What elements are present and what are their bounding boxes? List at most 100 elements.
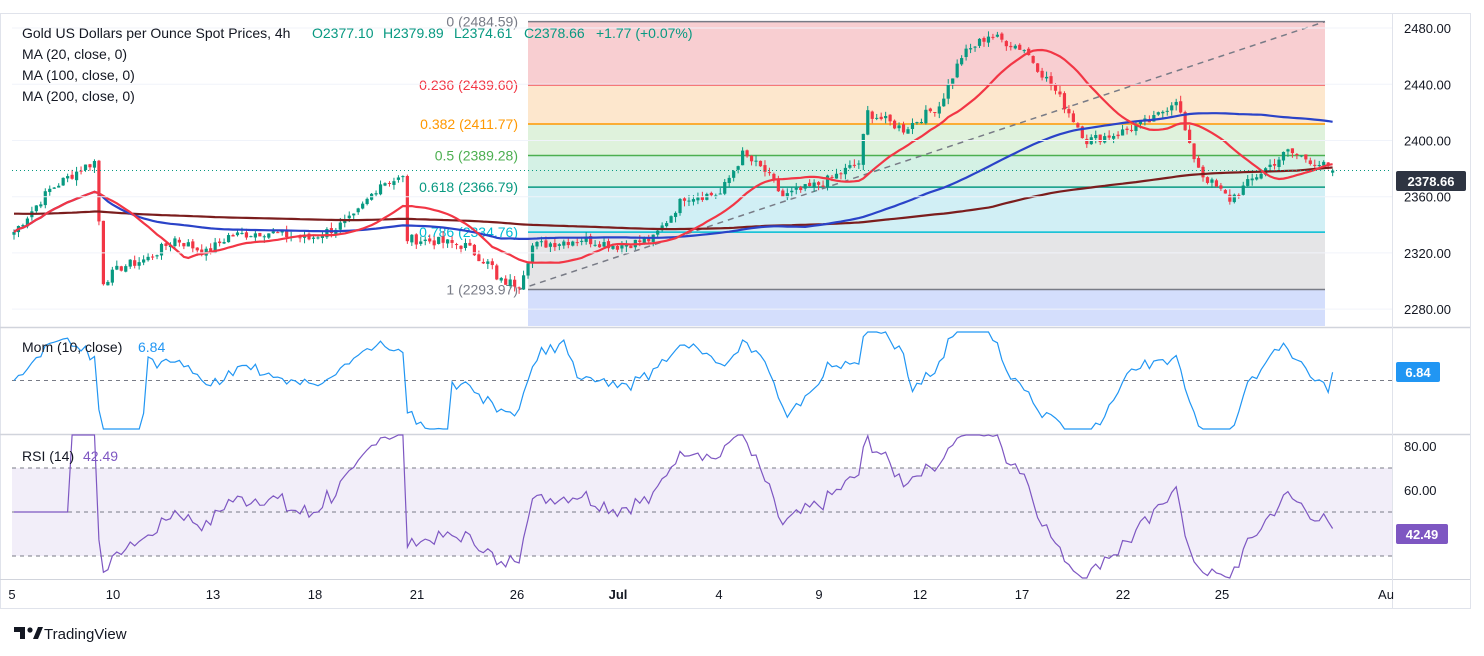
candle-body [758, 160, 763, 167]
tradingview-logo[interactable]: TradingView [14, 626, 127, 643]
rsi-tick-label: 80.00 [1404, 439, 1437, 454]
candle-body [240, 232, 244, 234]
candle-body [119, 266, 123, 271]
time-tick-label: 25 [1215, 587, 1229, 602]
candle-body [535, 241, 539, 247]
candle-body [437, 236, 441, 244]
candle-body [772, 173, 776, 181]
candle-body [231, 234, 235, 237]
price-tick-label: 2280.00 [1404, 302, 1451, 317]
candle-body [365, 198, 369, 205]
candle-body [401, 176, 405, 178]
ma100-legend[interactable]: MA (100, close, 0) [22, 67, 135, 83]
candle-body [285, 229, 289, 238]
rsi-axis[interactable]: 80.00 60.00 [1404, 439, 1437, 498]
candle-body [852, 164, 856, 166]
candle-body [660, 225, 664, 231]
candle-body [325, 228, 329, 238]
candle-body [691, 199, 696, 202]
candle-body [66, 176, 70, 179]
candle-body [991, 36, 995, 38]
candle-body [946, 84, 950, 99]
candle-body [1192, 143, 1196, 160]
candle-body [48, 188, 52, 193]
ohlc-close: C2378.66 [524, 25, 585, 41]
candle-body [52, 187, 56, 189]
rsi-label: RSI (14) [22, 448, 74, 464]
candle-body [589, 236, 593, 245]
candle-body [155, 255, 159, 257]
candle-body [1094, 135, 1098, 139]
candle-body [1331, 170, 1335, 173]
candle-body [937, 106, 941, 114]
candle-body [428, 238, 432, 242]
price-axis[interactable]: 2480.00 2440.00 2400.00 2360.00 2320.00 2280.… [12, 21, 1451, 317]
candle-body [919, 122, 924, 124]
rsi-tag: 42.49 [1396, 524, 1448, 544]
candle-body [191, 241, 195, 249]
fib-level-label: 0.382 (2411.77) [420, 116, 518, 132]
candle-body [1308, 160, 1312, 164]
candle-body [951, 78, 955, 85]
candle-body [884, 115, 888, 119]
candle-body [499, 277, 503, 281]
candle-body [1295, 153, 1299, 155]
candle-body [575, 242, 579, 244]
candle-body [1152, 115, 1156, 122]
candle-body [571, 241, 575, 246]
ma20-legend[interactable]: MA (20, close, 0) [22, 46, 127, 62]
candle-body [298, 237, 302, 239]
candle-body [812, 182, 816, 188]
candle-body [1179, 101, 1183, 113]
time-axis[interactable]: 5 10 13 18 21 26 Jul 4 9 12 17 22 25 Au [8, 587, 1394, 602]
candle-body [1116, 134, 1120, 137]
candle-body [477, 254, 481, 262]
fib-retracement-lines [528, 20, 1325, 291]
candle-body [410, 234, 414, 243]
candle-body [513, 279, 517, 287]
rsi-last-value: 42.49 [1406, 527, 1439, 542]
candle-body [1170, 105, 1174, 111]
candle-body [213, 242, 217, 253]
candle-body [508, 279, 512, 286]
candle-body [968, 48, 973, 50]
candle-body [615, 245, 620, 250]
ohlc-low: L2374.61 [454, 25, 513, 41]
candle-body [1214, 180, 1219, 187]
candle-body [1040, 70, 1044, 78]
candle-body [1018, 44, 1022, 50]
candle-body [584, 236, 588, 242]
ma200-legend[interactable]: MA (200, close, 0) [22, 88, 135, 104]
candle-body [892, 120, 897, 129]
candle-body [776, 179, 780, 192]
candle-body [678, 198, 682, 214]
candle-body [1009, 45, 1013, 48]
candle-body [696, 197, 700, 201]
candle-body [137, 262, 141, 266]
candle-body [311, 237, 316, 239]
candle-body [396, 177, 401, 180]
candle-body [834, 173, 839, 179]
time-tick-label: 17 [1015, 587, 1029, 602]
fib-retracement-labels: 0 (2484.59) 0.236 (2439.60) 0.382 (2411.77… [419, 14, 518, 298]
candle-body [39, 204, 43, 207]
candle-body [1228, 194, 1232, 202]
candle-body [186, 242, 190, 247]
candle-body [1277, 159, 1281, 167]
candle-body [253, 233, 257, 238]
fib-zone [528, 21, 1325, 85]
candle-body [727, 177, 731, 184]
candle-body [749, 155, 754, 162]
candle-body [361, 203, 365, 209]
candle-body [1281, 151, 1286, 161]
candle-body [620, 245, 624, 249]
symbol-title[interactable]: Gold US Dollars per Ounce Spot Prices, 4… [22, 25, 290, 41]
chart-border [0, 13, 1471, 609]
candle-body [924, 109, 928, 124]
candle-body [933, 112, 937, 114]
candle-body [1080, 126, 1084, 139]
candle-body [450, 240, 454, 243]
ohlc-change: +1.77 (+0.07%) [596, 25, 693, 41]
time-tick-label: 18 [308, 587, 322, 602]
